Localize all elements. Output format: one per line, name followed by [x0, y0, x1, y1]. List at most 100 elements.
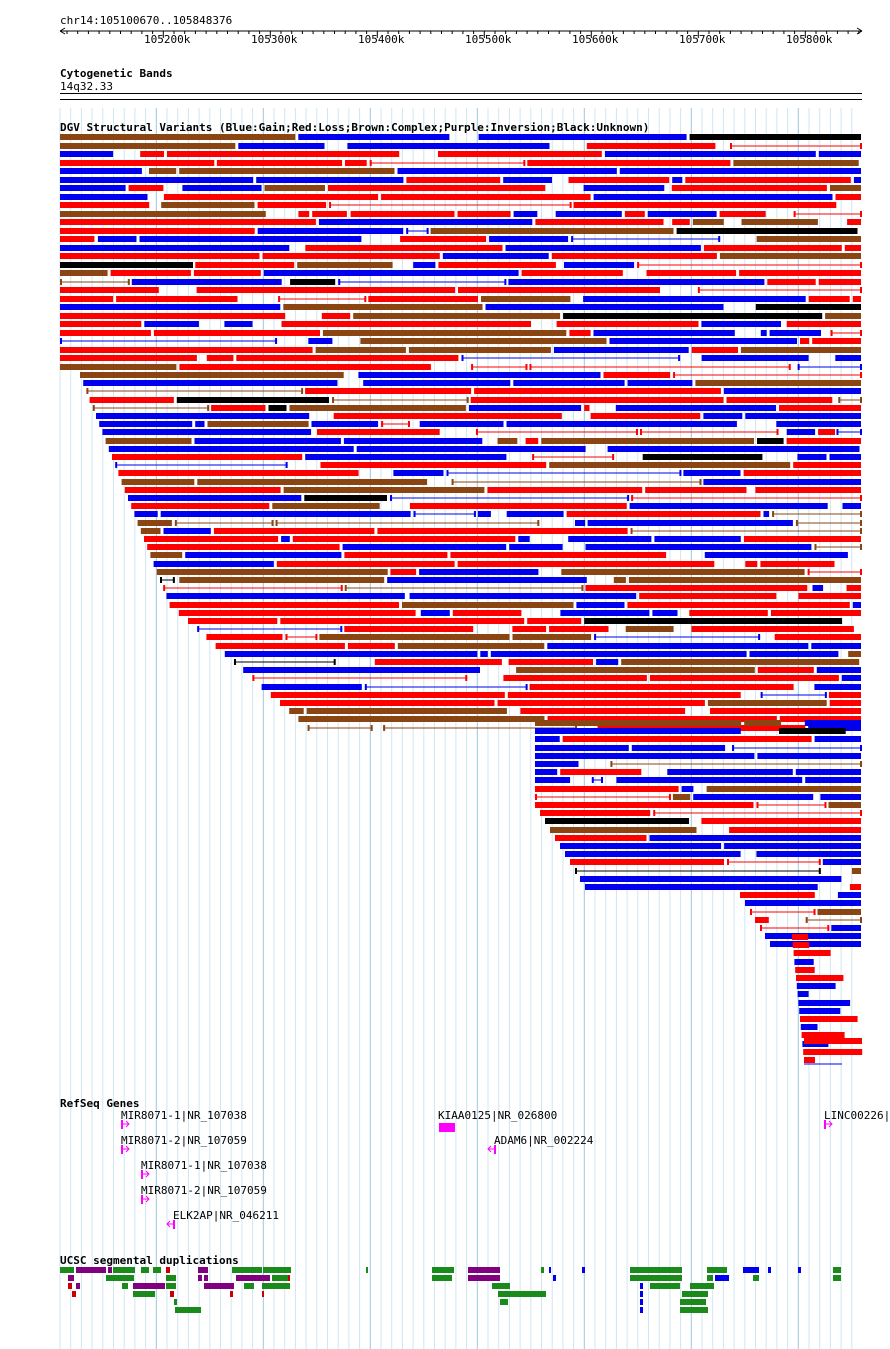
variant-block — [197, 479, 428, 485]
variant-block — [60, 364, 177, 370]
gene-label[interactable]: MIR8071-2|NR_107059 — [141, 1184, 267, 1197]
gene-label[interactable]: MIR8071-2|NR_107059 — [121, 1134, 247, 1147]
variant-block — [413, 262, 436, 268]
variant-block — [586, 143, 716, 149]
variant-block — [671, 185, 827, 191]
variant-block — [829, 700, 861, 706]
variant-block — [549, 462, 791, 468]
variant-block — [236, 355, 459, 361]
gene-label[interactable]: ADAM6|NR_002224 — [494, 1134, 594, 1147]
variant-block — [551, 253, 717, 259]
variant-block — [60, 321, 142, 327]
variant-block — [86, 388, 89, 394]
variant-block — [718, 236, 721, 242]
variant-block — [860, 520, 862, 526]
segdup-block — [76, 1267, 106, 1273]
variant-block — [691, 347, 738, 353]
variant-block — [824, 692, 827, 698]
variant-block — [409, 593, 637, 599]
variant-block — [60, 347, 313, 353]
variant-block — [535, 745, 629, 751]
gene-label[interactable]: KIAA0125|NR_026800 — [438, 1109, 558, 1122]
variant-block — [703, 245, 842, 251]
variant-block — [149, 168, 177, 174]
variant-block — [818, 279, 861, 285]
variant-block — [629, 503, 828, 509]
variant-block — [852, 602, 861, 608]
variant-block — [301, 388, 304, 394]
variant-block — [60, 262, 193, 268]
coordinates-label: chr14:105100670..105848376 — [60, 14, 233, 27]
variant-block — [639, 429, 642, 435]
variant-block — [140, 151, 164, 157]
variant-block — [673, 372, 676, 378]
variant-block — [668, 794, 671, 800]
dgv-track-title: DGV Structural Variants (Blue:Gain;Red:L… — [60, 121, 650, 134]
variant-block — [527, 618, 582, 624]
variant-block — [60, 211, 266, 217]
variant-block — [207, 405, 210, 411]
variant-block — [60, 177, 254, 183]
variant-block — [628, 577, 861, 583]
variant-block — [827, 925, 830, 931]
variant-block — [128, 495, 302, 501]
variant-block — [749, 651, 839, 657]
variant-block — [333, 413, 562, 419]
variant-block — [153, 561, 274, 567]
segdup-block — [833, 1267, 841, 1273]
variant-block — [860, 745, 862, 751]
variant-block — [197, 626, 200, 632]
gene-label[interactable]: MIR8071-1|NR_107038 — [141, 1159, 267, 1172]
segdup-block — [198, 1275, 202, 1281]
segdup-block — [682, 1291, 708, 1297]
variant-block — [795, 967, 815, 973]
variant-block — [289, 405, 466, 411]
variant-block — [315, 347, 406, 353]
gene-label[interactable]: ELK2AP|NR_046211 — [173, 1209, 279, 1222]
variant-block — [740, 892, 815, 898]
variant-block — [243, 667, 480, 673]
gene-strand-arrow — [121, 1120, 130, 1128]
variant-block — [701, 321, 781, 327]
variant-block — [377, 528, 628, 534]
segdup-block — [768, 1267, 771, 1273]
tick-label: 105700k — [679, 33, 726, 46]
segdup-block — [244, 1283, 254, 1289]
variant-block — [426, 228, 429, 234]
variant-block — [520, 708, 686, 714]
variant-block — [332, 397, 335, 403]
variant-block — [860, 364, 862, 370]
variant-block — [741, 219, 818, 225]
variant-block — [298, 211, 310, 217]
segdup-block — [743, 1267, 759, 1273]
variant-block — [179, 168, 395, 174]
gene-label[interactable]: LINC00226|NR — [824, 1109, 890, 1122]
variant-block — [689, 134, 861, 140]
variant-block — [458, 287, 660, 293]
tick-label: 105500k — [465, 33, 512, 46]
variant-block — [724, 843, 861, 849]
variant-block — [750, 909, 752, 915]
segdup-block — [640, 1283, 643, 1289]
variant-block — [264, 185, 325, 191]
variant-block — [471, 364, 474, 370]
variant-block — [298, 134, 450, 140]
variant-block — [193, 270, 261, 276]
variant-block — [537, 520, 540, 526]
segdup-block — [582, 1267, 585, 1273]
variant-block — [801, 1032, 845, 1038]
variant-block — [627, 495, 630, 501]
cytoband-track-title: Cytogenetic Bands — [60, 67, 173, 80]
segdup-block — [640, 1307, 643, 1313]
variant-block — [535, 769, 558, 775]
variant-block — [83, 380, 338, 386]
segdup-block — [113, 1267, 135, 1273]
variant-block — [570, 859, 724, 865]
variant-block — [807, 569, 810, 575]
variant-block — [786, 438, 861, 444]
variant-block — [615, 405, 776, 411]
variant-block — [305, 245, 503, 251]
variant-block — [745, 900, 861, 906]
variant-block — [497, 700, 705, 706]
gene-label[interactable]: MIR8071-1|NR_107038 — [121, 1109, 247, 1122]
